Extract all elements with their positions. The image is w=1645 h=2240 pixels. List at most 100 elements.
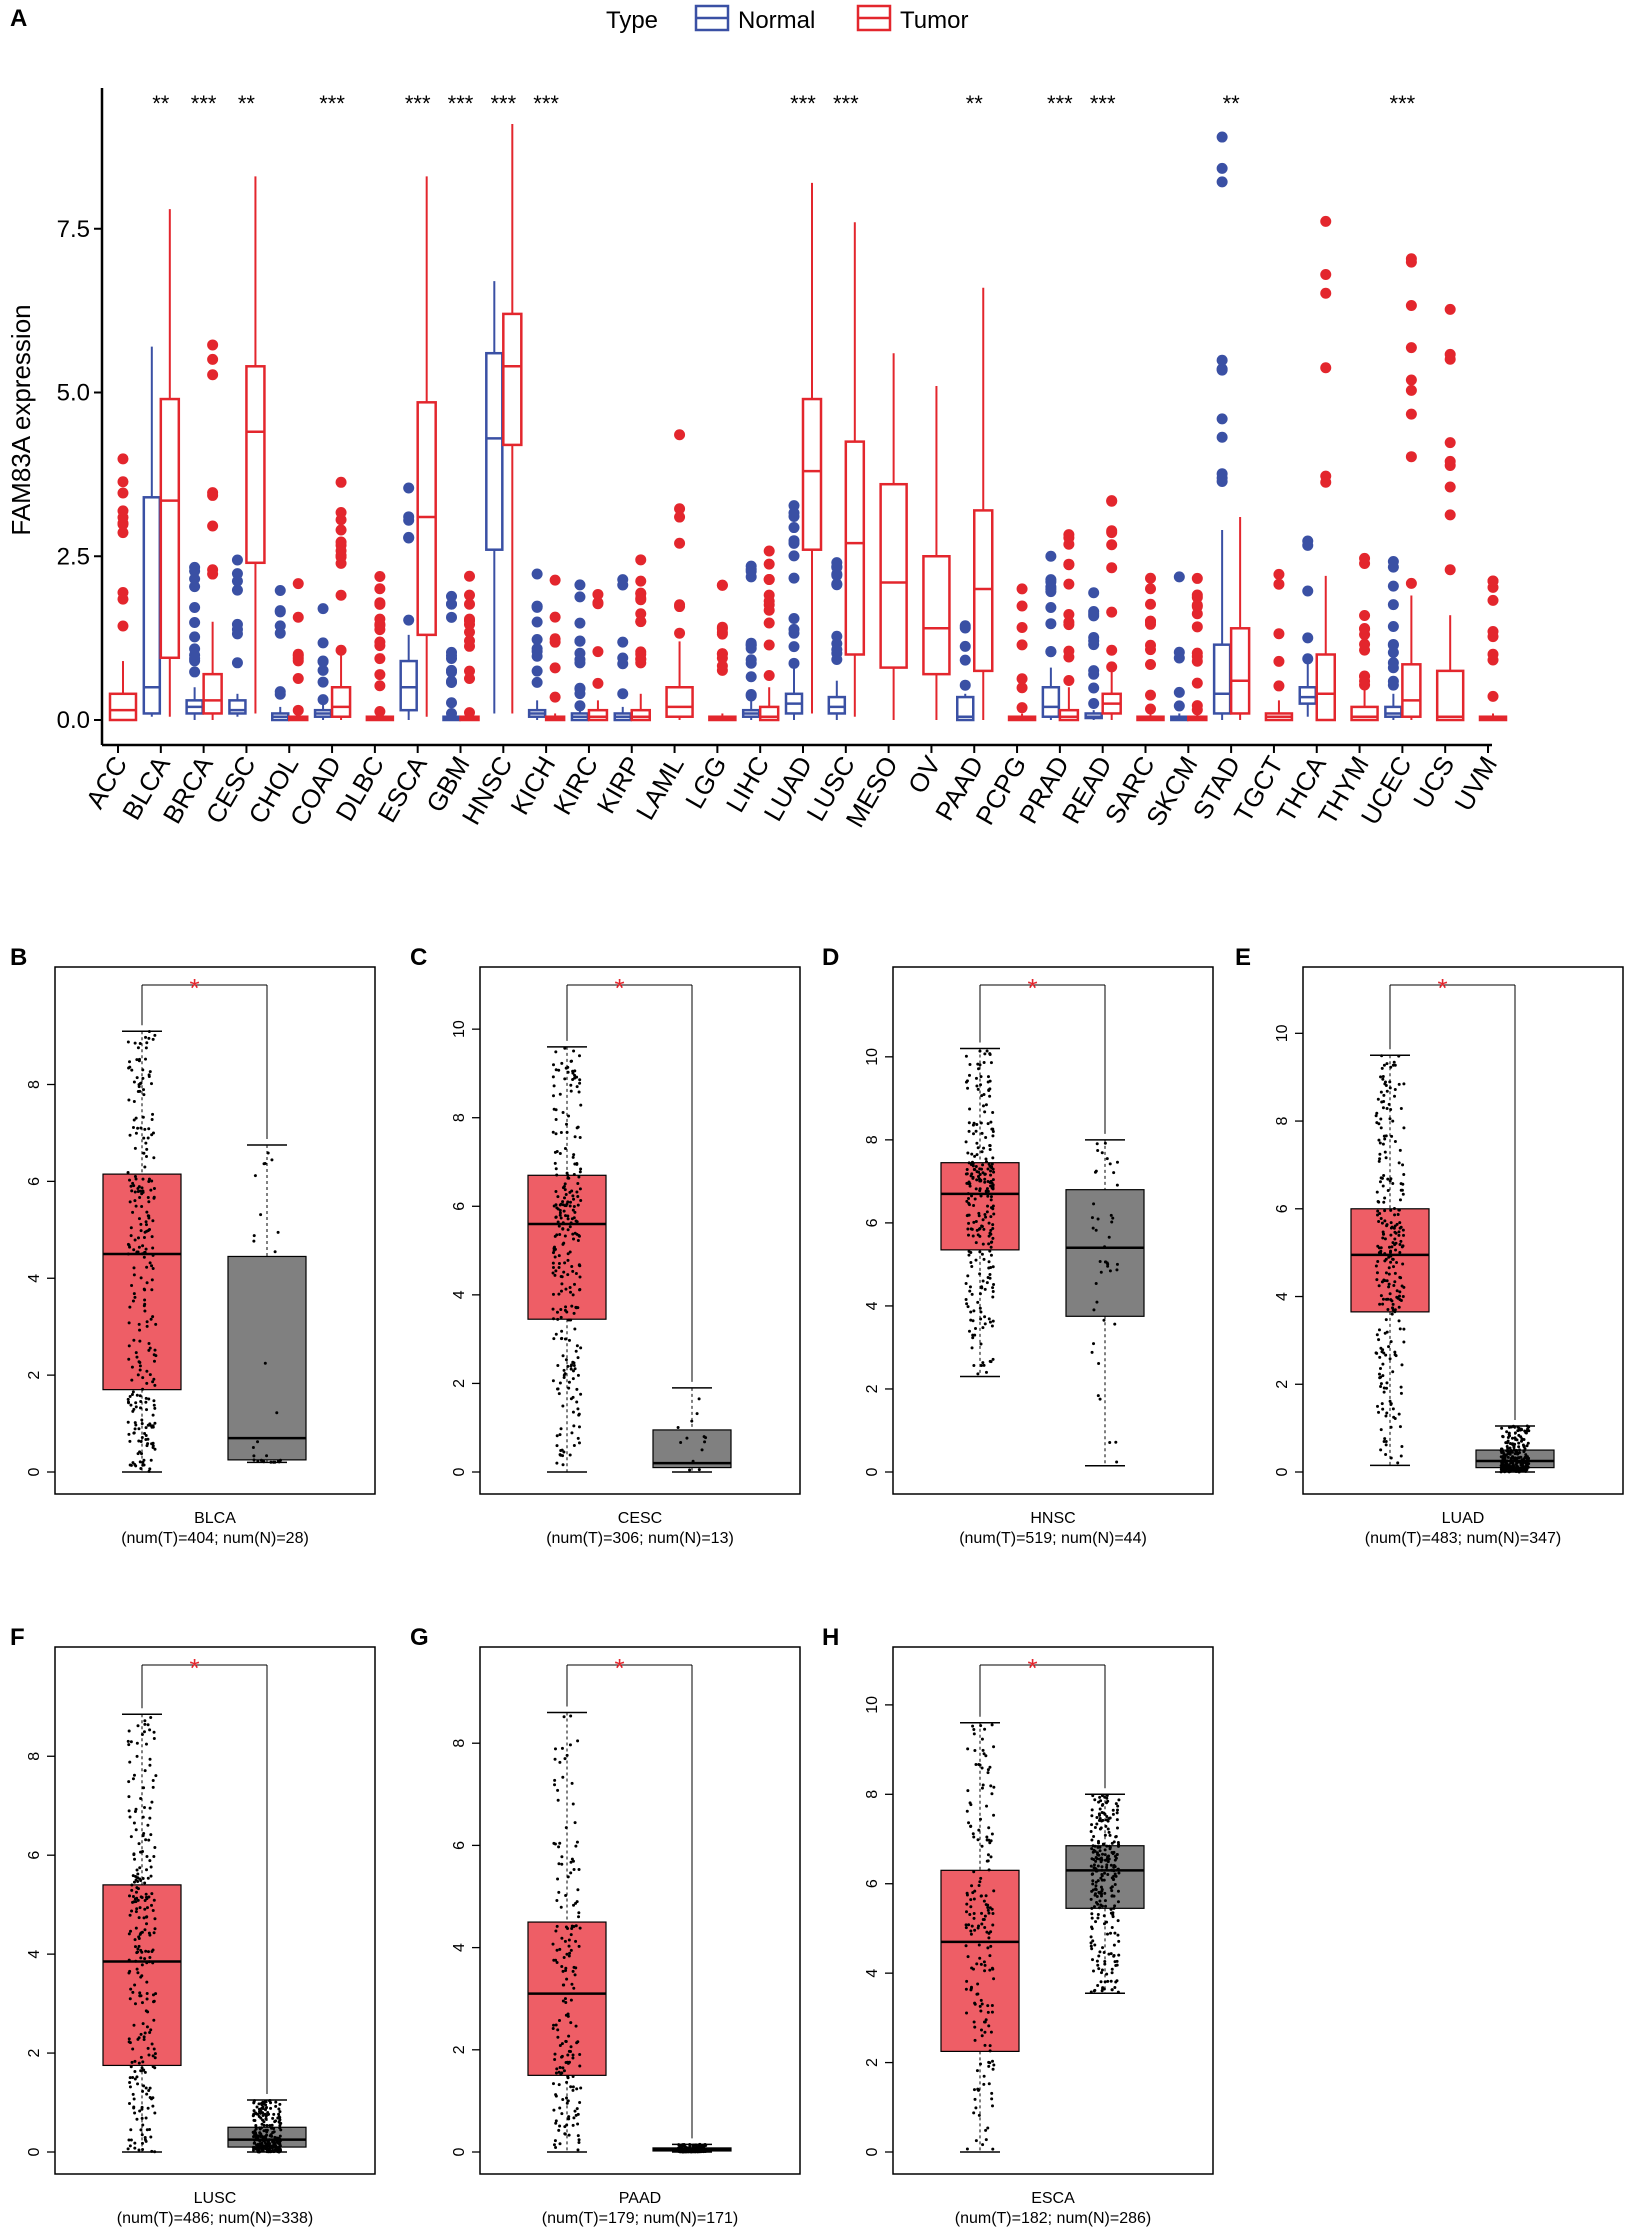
tumor-point (138, 1082, 142, 1086)
tumor-point (972, 1203, 976, 1207)
tumor-point (1381, 1184, 1385, 1188)
normal-point (1506, 1451, 1510, 1455)
panel-label-f: F (10, 1624, 25, 1651)
tumor-point (990, 1240, 994, 1244)
tumor-point (150, 1264, 154, 1268)
tumor-point (1386, 1297, 1390, 1301)
tumor-point (1378, 1211, 1382, 1215)
normal-cesc-box (228, 699, 247, 715)
tumor-point (133, 1983, 137, 1987)
tumor-point (973, 2025, 977, 2029)
tumor-point (979, 1121, 983, 1125)
significance-cesc: ** (238, 91, 256, 116)
tumor-point (980, 1364, 984, 1368)
tumor-point (988, 2049, 992, 2053)
normal-point (278, 2148, 282, 2152)
tumor-point (989, 1228, 993, 1232)
tumor-point (577, 1944, 581, 1948)
normal-point (686, 2150, 690, 2154)
normal-esca-box (399, 659, 418, 712)
tumor-point (980, 1786, 984, 1790)
tumor-kirc-outlier (592, 646, 604, 658)
tumor-point (566, 1258, 570, 1262)
tumor-point (566, 1273, 570, 1277)
tumor-point (129, 1184, 133, 1188)
tumor-point (969, 1929, 973, 1933)
tumor-prad-outlier (1063, 619, 1075, 631)
tumor-ucec-outlier (1405, 577, 1417, 589)
tumor-point (150, 1118, 154, 1122)
tumor-point (577, 1175, 581, 1179)
tumor-point (147, 1342, 151, 1346)
normal-point (277, 2107, 281, 2111)
tumor-prad-outlier (1063, 532, 1075, 544)
normal-point (1111, 1877, 1115, 1881)
tumor-point (563, 1337, 567, 1341)
tumor-point (988, 1147, 992, 1151)
tumor-point (151, 1266, 155, 1270)
normal-point (1106, 1264, 1110, 1268)
tumor-point (132, 1338, 136, 1342)
tumor-point (966, 1213, 970, 1217)
tumor-point (978, 1063, 982, 1067)
normal-point (1508, 1441, 1512, 1445)
tumor-ov-box (922, 555, 951, 676)
tumor-point (1393, 1280, 1397, 1284)
tumor-point (131, 1895, 135, 1899)
tumor-ucec-box (1401, 663, 1422, 718)
normal-point (1096, 1912, 1100, 1916)
tumor-thca-outlier (1320, 362, 1332, 374)
tumor-point (969, 1824, 973, 1828)
normal-kirc-outlier (574, 683, 586, 695)
normal-point (1101, 1842, 1105, 1846)
tumor-point (557, 1068, 561, 1072)
normal-point (277, 1460, 281, 1464)
tumor-point (138, 1906, 142, 1910)
normal-coad-outlier (317, 694, 329, 706)
tumor-point (1397, 1305, 1401, 1309)
tumor-point (128, 1065, 132, 1069)
tumor-point (554, 2121, 558, 2125)
normal-kich-outlier (531, 665, 543, 677)
tumor-point (991, 1286, 995, 1290)
tumor-point (965, 1181, 969, 1185)
tumor-point (974, 1187, 978, 1191)
tumor-point (143, 1722, 147, 1726)
tumor-point (569, 1933, 573, 1937)
normal-point (1099, 1980, 1103, 1984)
tumor-point (986, 1122, 990, 1126)
tumor-point (572, 2116, 576, 2120)
tumor-point (1389, 1298, 1393, 1302)
tumor-point (561, 1110, 565, 1114)
normal-chol-outlier (274, 606, 286, 618)
normal-point (1113, 1904, 1117, 1908)
tumor-lihc-outlier (763, 545, 775, 557)
normal-point (1518, 1448, 1522, 1452)
tumor-point (1397, 1230, 1401, 1234)
tumor-point (578, 1187, 582, 1191)
tumor-point (569, 2045, 573, 2049)
tumor-point (1382, 1440, 1386, 1444)
tumor-point (571, 2085, 575, 2089)
tumor-point (140, 1252, 144, 1256)
tumor-point (149, 1865, 153, 1869)
tumor-point (148, 1763, 152, 1767)
normal-point (1089, 1941, 1093, 1945)
tumor-point (572, 1282, 576, 1286)
normal-point (262, 2138, 266, 2142)
tumor-blca-box (159, 397, 181, 660)
tumor-point (972, 2020, 976, 2024)
tumor-point (1379, 1384, 1383, 1388)
normal-point (1097, 1819, 1101, 1823)
tumor-point (563, 1077, 567, 1081)
tumor-point (1394, 1248, 1398, 1252)
tumor-point (555, 1310, 559, 1314)
normal-point (1110, 1967, 1114, 1971)
tumor-point (972, 1363, 976, 1367)
y-axis-title: FAM83A expression (6, 304, 36, 535)
normal-luad-outlier (788, 641, 800, 653)
tumor-point (556, 1877, 560, 1881)
normal-point (1505, 1469, 1509, 1473)
tumor-point (970, 1194, 974, 1198)
